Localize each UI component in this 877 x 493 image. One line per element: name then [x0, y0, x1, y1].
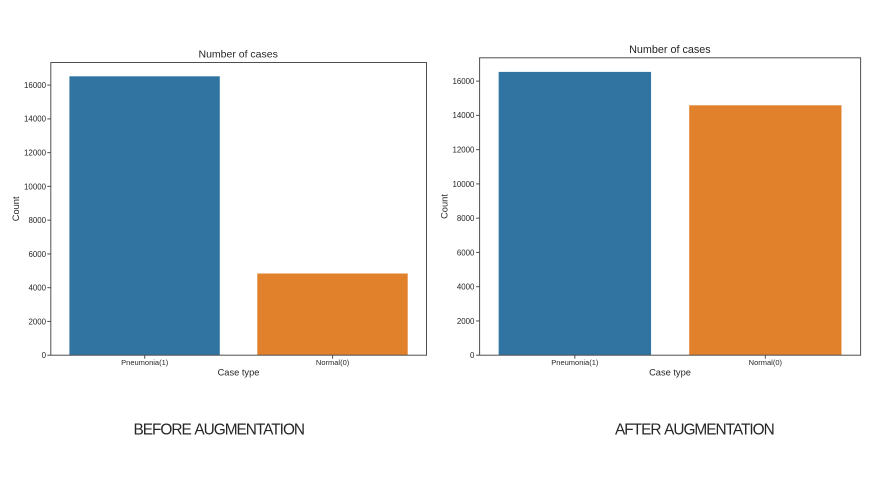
- svg-text:12000: 12000: [24, 148, 47, 157]
- svg-text:2000: 2000: [457, 317, 475, 326]
- svg-text:6000: 6000: [457, 248, 475, 257]
- svg-text:4000: 4000: [457, 283, 475, 292]
- svg-text:Count: Count: [11, 196, 21, 221]
- svg-text:Number of cases: Number of cases: [199, 48, 278, 60]
- svg-text:16000: 16000: [452, 77, 475, 86]
- svg-text:6000: 6000: [28, 250, 46, 259]
- svg-text:8000: 8000: [457, 214, 475, 223]
- svg-text:Case type: Case type: [218, 367, 260, 377]
- svg-text:Normal(0): Normal(0): [316, 358, 350, 367]
- svg-text:Pneumonia(1): Pneumonia(1): [551, 358, 599, 367]
- svg-text:14000: 14000: [24, 115, 47, 124]
- svg-text:12000: 12000: [452, 145, 475, 154]
- svg-text:0: 0: [470, 351, 475, 360]
- svg-text:0: 0: [42, 351, 47, 360]
- svg-text:Number of cases: Number of cases: [629, 44, 711, 56]
- svg-text:8000: 8000: [28, 216, 46, 225]
- svg-text:10000: 10000: [24, 182, 47, 191]
- svg-text:AFTER AUGMENTATION: AFTER AUGMENTATION: [615, 422, 774, 439]
- svg-text:Case type: Case type: [649, 367, 691, 377]
- svg-text:BEFORE AUGMENTATION: BEFORE AUGMENTATION: [133, 422, 304, 439]
- svg-text:Normal(0): Normal(0): [749, 358, 783, 367]
- svg-text:14000: 14000: [452, 111, 475, 120]
- svg-text:2000: 2000: [28, 317, 46, 326]
- svg-text:Pneumonia(1): Pneumonia(1): [121, 358, 169, 367]
- svg-text:Count: Count: [440, 194, 450, 219]
- svg-text:4000: 4000: [28, 284, 46, 293]
- svg-text:16000: 16000: [24, 81, 47, 90]
- svg-text:10000: 10000: [452, 180, 475, 189]
